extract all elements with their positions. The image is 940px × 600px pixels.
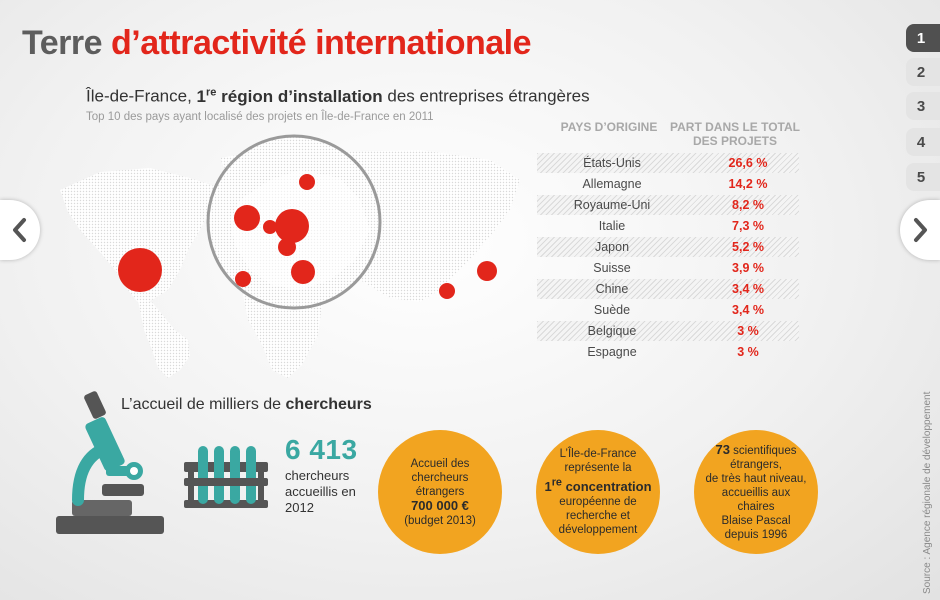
table-cell-share: 5,2 % xyxy=(732,240,764,254)
world-map xyxy=(60,134,520,378)
bubble-spain xyxy=(235,271,251,287)
map-heading: Île-de-France, 1re région d’installation… xyxy=(86,86,590,107)
tab-2[interactable]: 2 xyxy=(906,58,940,86)
circle-2-text: représente la xyxy=(564,462,632,475)
source-credit: Source : Agence régionale de développeme… xyxy=(922,391,933,594)
circle-3-text: accueillis aux chaires xyxy=(721,486,791,513)
bubble-italy xyxy=(291,260,315,284)
research-heading-text: L’accueil de milliers de xyxy=(121,396,286,413)
table-cell-share: 3,4 % xyxy=(732,282,764,296)
table-cell-share: 3 % xyxy=(737,345,759,359)
circle-1-text: chercheurs xyxy=(411,471,469,484)
table-row: États-Unis 26,6 % xyxy=(537,153,799,173)
table-row: Suède 3,4 % xyxy=(537,300,799,320)
table-cell-country: États-Unis xyxy=(583,156,641,170)
info-circle-concentration: L’Île-de-France représente la 1re concen… xyxy=(536,430,660,554)
previous-button[interactable] xyxy=(0,200,40,260)
table-cell-share: 8,2 % xyxy=(732,198,764,212)
bubble-sweden xyxy=(299,174,315,190)
bubble-uk xyxy=(234,205,260,231)
bubble-china xyxy=(439,283,455,299)
circle-3-bold: 73 xyxy=(715,441,730,457)
table-cell-country: Royaume-Uni xyxy=(573,198,651,212)
table-cell-share: 26,6 % xyxy=(728,156,768,170)
chevron-left-icon xyxy=(13,218,26,242)
table-cell-country: Belgique xyxy=(587,324,637,338)
table-header-country: PAYS D’ORIGINE xyxy=(560,120,658,134)
tab-5[interactable]: 5 xyxy=(906,163,940,191)
circle-1-text: Accueil des xyxy=(410,457,470,470)
next-button[interactable] xyxy=(900,200,940,260)
info-circle-scientists: 73 scientifiques étrangers, de très haut… xyxy=(694,430,818,554)
map-heading-after: des entreprises étrangères xyxy=(382,86,590,106)
map-heading-num: 1 xyxy=(196,86,207,106)
table-cell-country: Suède xyxy=(593,303,631,317)
table-row: Espagne 3 % xyxy=(537,342,799,362)
bubble-switzerland xyxy=(278,238,296,256)
circle-3-text: Blaise Pascal xyxy=(721,514,791,527)
circle-1-bold: 700 000 € xyxy=(411,497,469,513)
tab-1[interactable]: 1 xyxy=(906,24,940,52)
researcher-count-desc: chercheurs accueillis en 2012 xyxy=(285,468,356,515)
table-cell-share: 14,2 % xyxy=(728,177,768,191)
table-cell-country: Allemagne xyxy=(582,177,642,191)
bubble-germany xyxy=(275,209,309,243)
table-row: Japon 5,2 % xyxy=(537,237,799,257)
table-row: Allemagne 14,2 % xyxy=(537,174,799,194)
map-heading-bold: région d’installation xyxy=(216,86,383,106)
circle-1-text: (budget 2013) xyxy=(404,514,476,527)
circle-3-text: scientifiques xyxy=(729,444,797,457)
table-cell-share: 3,4 % xyxy=(732,303,764,317)
circle-2-text: recherche et xyxy=(566,509,630,522)
table-cell-share: 7,3 % xyxy=(732,219,764,233)
table-cell-country: Chine xyxy=(595,282,629,296)
research-heading: L’accueil de milliers de chercheurs xyxy=(121,396,372,414)
chevron-right-icon xyxy=(914,218,927,242)
map-subtitle: Top 10 des pays ayant localisé des proje… xyxy=(86,111,434,123)
south-america-shape xyxy=(138,300,190,378)
circle-2-text: développement xyxy=(558,523,638,536)
circle-3-text: de très haut niveau, xyxy=(705,472,807,485)
circle-3-text: étrangers, xyxy=(730,458,782,471)
tab-4[interactable]: 4 xyxy=(906,128,940,156)
research-heading-bold: chercheurs xyxy=(285,396,372,413)
table-row: Chine 3,4 % xyxy=(537,279,799,299)
circle-3-text: depuis 1996 xyxy=(724,528,788,541)
north-america-shape xyxy=(60,168,220,305)
circle-2-num: 1 xyxy=(544,478,552,494)
page-title: Terre d’attractivité internationale xyxy=(22,24,532,63)
circle-2-bold: concentration xyxy=(561,478,652,494)
title-part-1: Terre xyxy=(22,24,111,62)
table-row: Belgique 3 % xyxy=(537,321,799,341)
table-row: Suisse 3,9 % xyxy=(537,258,799,278)
table-cell-share: 3 % xyxy=(737,324,759,338)
bubble-usa xyxy=(118,248,162,292)
table-row: Italie 7,3 % xyxy=(537,216,799,236)
map-heading-text: Île-de-France, xyxy=(86,86,197,106)
circle-2-sup: re xyxy=(551,476,562,489)
table-cell-country: Italie xyxy=(598,219,626,233)
map-heading-sup: re xyxy=(206,86,217,98)
table-row: Royaume-Uni 8,2 % xyxy=(537,195,799,215)
bubble-belgium xyxy=(263,220,277,234)
table-cell-country: Japon xyxy=(594,240,630,254)
info-circle-budget: Accueil des chercheurs étrangers 700 000… xyxy=(378,430,502,554)
test-tubes-icon xyxy=(184,446,268,508)
table-cell-share: 3,9 % xyxy=(732,261,764,275)
table-cell-country: Suisse xyxy=(593,261,631,275)
researcher-count: 6 413 xyxy=(285,434,358,465)
table-cell-country: Espagne xyxy=(587,345,637,359)
bubble-japan xyxy=(477,261,497,281)
circle-1-text: étrangers xyxy=(415,485,465,498)
table-header-share: PART DANS LE TOTAL DES PROJETS xyxy=(670,120,800,148)
title-part-2: d’attractivité internationale xyxy=(110,24,532,62)
circle-2-text: européenne de xyxy=(559,495,637,508)
circle-2-text: L’Île-de-France xyxy=(559,448,637,461)
tab-3[interactable]: 3 xyxy=(906,92,940,120)
microscope-icon xyxy=(56,391,164,534)
